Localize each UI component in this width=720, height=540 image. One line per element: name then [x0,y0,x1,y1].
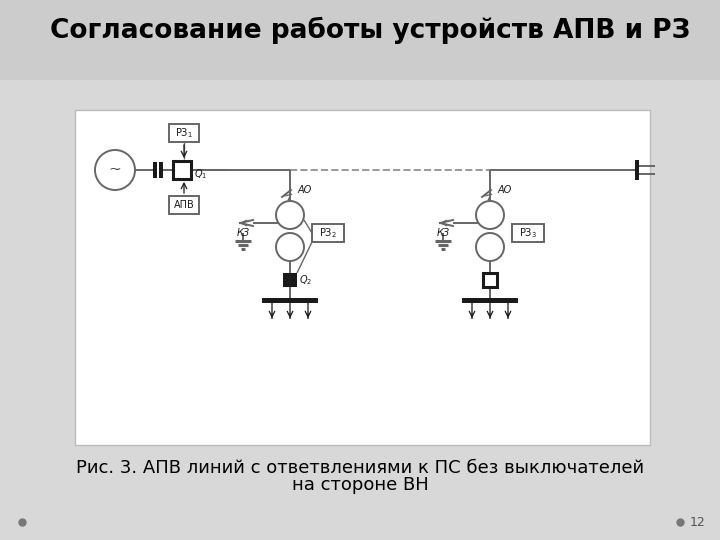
Bar [312,224,344,242]
Text: АПВ: АПВ [174,200,194,210]
Bar [512,224,544,242]
FancyBboxPatch shape [75,110,650,445]
Circle shape [276,233,304,261]
Text: ~: ~ [109,163,122,177]
Bar [169,124,199,142]
Bar [483,273,497,287]
Text: КЗ: КЗ [436,228,449,238]
Text: $Q_1$: $Q_1$ [194,167,207,181]
Bar [635,160,639,180]
Text: на стороне ВН: на стороне ВН [292,476,428,494]
Bar [283,273,297,287]
Circle shape [95,150,135,190]
Text: РЗ$_1$: РЗ$_1$ [175,126,193,140]
Text: Рис. 3. АПВ линий с ответвлениями к ПС без выключателей: Рис. 3. АПВ линий с ответвлениями к ПС б… [76,459,644,477]
Bar [159,162,163,178]
Circle shape [476,233,504,261]
Circle shape [476,201,504,229]
Text: Согласование работы устройств АПВ и РЗ: Согласование работы устройств АПВ и РЗ [50,16,690,44]
Text: 12: 12 [689,516,705,529]
Bar [462,298,518,303]
Text: АО: АО [498,185,512,195]
Text: РЗ$_2$: РЗ$_2$ [319,226,337,240]
Bar [262,298,318,303]
Text: АО: АО [298,185,312,195]
Bar [0,80,720,540]
Bar [173,161,191,179]
Text: КЗ: КЗ [236,228,250,238]
Text: РЗ$_3$: РЗ$_3$ [519,226,537,240]
Bar [0,0,720,80]
Circle shape [276,201,304,229]
Bar [153,162,157,178]
Bar [169,196,199,214]
Text: $Q_2$: $Q_2$ [299,273,312,287]
